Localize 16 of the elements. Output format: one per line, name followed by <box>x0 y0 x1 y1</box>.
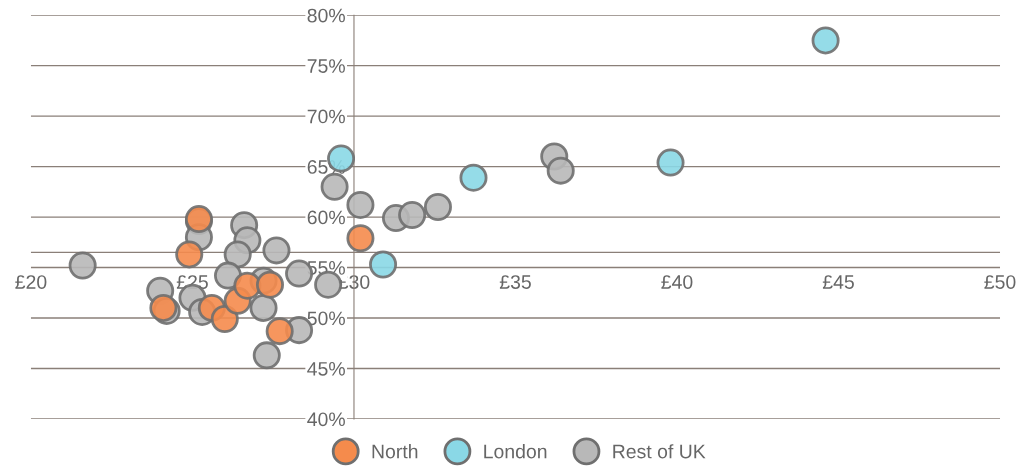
y-tick-label: 75% <box>307 59 345 73</box>
legend-label: North <box>372 444 418 459</box>
x-tick-label: £20 <box>15 275 47 289</box>
y-tick-label: 60% <box>307 210 345 225</box>
y-tick-label: 50% <box>307 311 345 326</box>
y-tick-label: 70% <box>307 109 345 124</box>
y-tick-label: 80% <box>307 8 345 23</box>
x-tick-label: £35 <box>499 275 531 289</box>
x-tick-label: £45 <box>822 275 854 289</box>
x-tick-label: £25 <box>176 275 208 289</box>
legend-label: London <box>484 444 547 459</box>
y-tick-label: 40% <box>307 412 345 427</box>
y-tick-label: 45% <box>307 362 345 376</box>
x-tick-label: £40 <box>661 275 693 289</box>
x-tick-label: £50 <box>984 275 1016 289</box>
legend-label: Rest of UK <box>613 444 706 459</box>
